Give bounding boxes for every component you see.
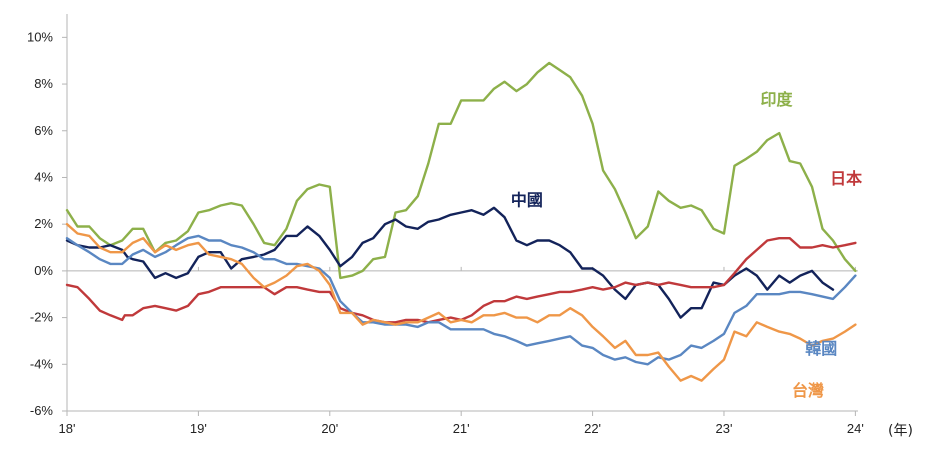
series-lines — [65, 61, 857, 382]
series-label: 日本 — [830, 169, 862, 188]
y-tick-label: 4% — [34, 169, 53, 184]
y-tick-label: 10% — [27, 29, 53, 44]
y-tick-label: 8% — [34, 76, 53, 91]
x-axis-unit-label: (年) — [888, 423, 913, 439]
x-tick-label: 22' — [584, 421, 601, 436]
y-tick-label: -4% — [30, 356, 54, 371]
series-label: 中國 — [511, 190, 543, 209]
series-label: 印度 — [761, 90, 794, 109]
series-line-1 — [65, 206, 835, 319]
y-tick-label: 2% — [34, 216, 53, 231]
y-tick-label: 6% — [34, 123, 53, 138]
series-label: 台灣 — [792, 381, 824, 400]
x-tick-label: 21' — [453, 421, 470, 436]
series-line-4 — [65, 223, 857, 382]
x-tick-label: 24' — [847, 421, 864, 436]
series-line-3 — [65, 234, 857, 366]
y-tick-label: -6% — [30, 403, 54, 418]
chart-axes: -6% -4% -2% 0% 2% 4% 6% 8% 10% 18' 19' 20' 21' 22' 23'… — [27, 14, 864, 436]
x-tick-label: 18' — [59, 421, 76, 436]
series-line-2 — [65, 237, 857, 324]
y-tick-label: 0% — [34, 263, 53, 278]
x-tick-label: 19' — [190, 421, 207, 436]
series-label: 韓國 — [805, 339, 837, 358]
x-tick-label: 23' — [716, 421, 733, 436]
y-tick-label: -2% — [30, 310, 54, 325]
x-tick-label: 20' — [321, 421, 338, 436]
series-line-0 — [65, 61, 857, 280]
